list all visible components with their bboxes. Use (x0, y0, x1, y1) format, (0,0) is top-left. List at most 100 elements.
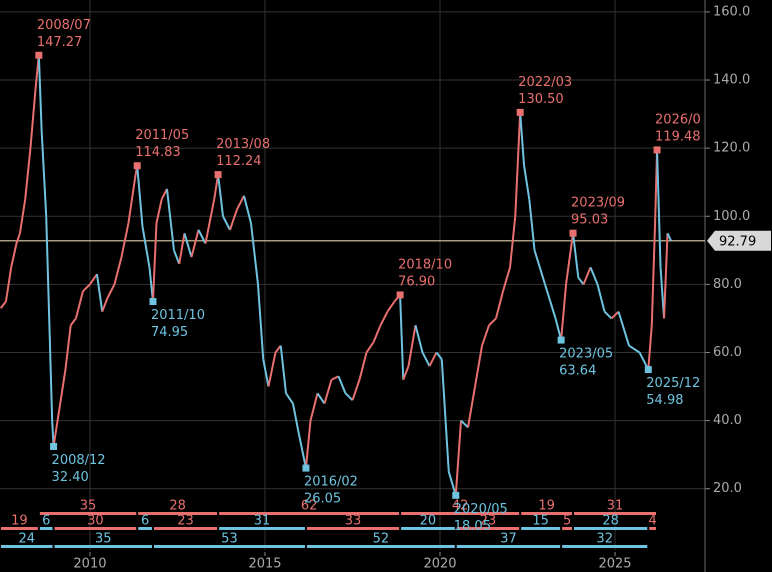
price-segment (249, 222, 259, 285)
pivot-marker (516, 108, 524, 116)
count-label: 15 (532, 514, 549, 529)
price-segment (151, 223, 158, 302)
pivot-marker (653, 146, 661, 154)
price-segment (0, 300, 7, 309)
price-segment (89, 273, 98, 285)
price-segment (64, 325, 72, 370)
pivot-marker (50, 442, 58, 450)
price-segment (279, 345, 287, 394)
price-segment (236, 195, 245, 210)
price-segment (48, 335, 54, 421)
count-bar (1, 527, 38, 530)
price-segment (351, 379, 361, 401)
price-segment (183, 232, 193, 258)
price-segment (365, 341, 375, 354)
count-bar (54, 527, 137, 530)
pivot-date: 2026/0 (655, 112, 701, 127)
price-segment (549, 301, 557, 319)
pivot-date: 2018/10 (398, 257, 452, 272)
price-segment (603, 310, 613, 320)
last-price-label: 92.79 (719, 234, 756, 249)
y-tick-label: 140.0 (713, 73, 750, 88)
price-segment (24, 148, 32, 200)
price-segment (10, 243, 18, 268)
price-segment (229, 209, 238, 231)
pivot-marker (452, 491, 460, 499)
x-tick-label: 2025 (598, 557, 631, 572)
x-tick-label: 2010 (73, 557, 106, 572)
count-label: 19 (11, 514, 28, 529)
price-segment (262, 359, 270, 387)
price-segment (386, 300, 396, 313)
price-segment (52, 403, 62, 447)
pivot-marker (302, 464, 310, 472)
count-label: 37 (500, 532, 517, 547)
count-bar (138, 527, 152, 530)
price-segment (554, 318, 563, 341)
pivot-marker (644, 366, 652, 374)
price-segment (95, 274, 104, 312)
count-label: 19 (538, 499, 555, 514)
count-bar (649, 527, 657, 530)
count-label: 52 (373, 532, 390, 547)
price-segment (74, 290, 84, 319)
price-segment (447, 471, 457, 496)
pivot-date: 2023/05 (559, 347, 613, 362)
price-segment (29, 86, 37, 149)
price-segment (160, 188, 168, 200)
price-segment (435, 351, 443, 360)
pivot-date: 2011/05 (135, 128, 189, 143)
pivot-value: 26.05 (304, 492, 341, 507)
count-label: 28 (169, 499, 186, 514)
price-segment (358, 352, 368, 380)
price-segment (173, 249, 181, 265)
price-segment (331, 375, 339, 381)
price-segment (101, 297, 109, 312)
pivot-date: 2016/02 (304, 475, 358, 490)
count-label: 6 (141, 514, 149, 529)
price-segment (523, 165, 531, 200)
count-label: 62 (301, 499, 318, 514)
count-label: 23 (480, 514, 497, 529)
y-tick-label: 60.0 (713, 345, 742, 360)
count-bar (401, 512, 520, 515)
count-label: 20 (420, 514, 437, 529)
count-bar (401, 527, 455, 530)
count-bar (153, 545, 305, 548)
count-label: 24 (19, 532, 36, 547)
price-segment (519, 112, 526, 166)
pivot-value: 63.64 (559, 364, 596, 379)
count-bar (219, 527, 305, 530)
price-segment (285, 392, 294, 405)
price-segment (59, 369, 67, 404)
pivot-marker (214, 171, 222, 179)
pivot-marker (133, 162, 141, 170)
price-segment (596, 284, 606, 312)
count-bar (306, 545, 455, 548)
price-segment (488, 317, 497, 326)
price-segment (18, 199, 27, 234)
price-segment (213, 174, 220, 200)
price-segment (399, 294, 405, 380)
count-bar (562, 545, 648, 548)
price-segment (69, 317, 77, 326)
price-segment (577, 276, 585, 285)
price-segment (37, 55, 43, 132)
price-segment (509, 216, 517, 268)
price-segment (136, 165, 144, 227)
price-segment (454, 420, 463, 496)
price-segment (528, 199, 536, 251)
count-label: 28 (602, 514, 619, 529)
count-bar (219, 512, 400, 515)
price-segment (106, 283, 116, 299)
count-bar (562, 527, 573, 530)
price-segment (316, 392, 326, 405)
count-label: 35 (80, 499, 97, 514)
pivot-date: 2023/09 (571, 196, 625, 211)
price-segment (379, 311, 389, 326)
price-segment (656, 149, 662, 268)
x-tick-label: 2020 (423, 557, 456, 572)
price-segment (428, 352, 438, 367)
price-segment (647, 325, 653, 370)
